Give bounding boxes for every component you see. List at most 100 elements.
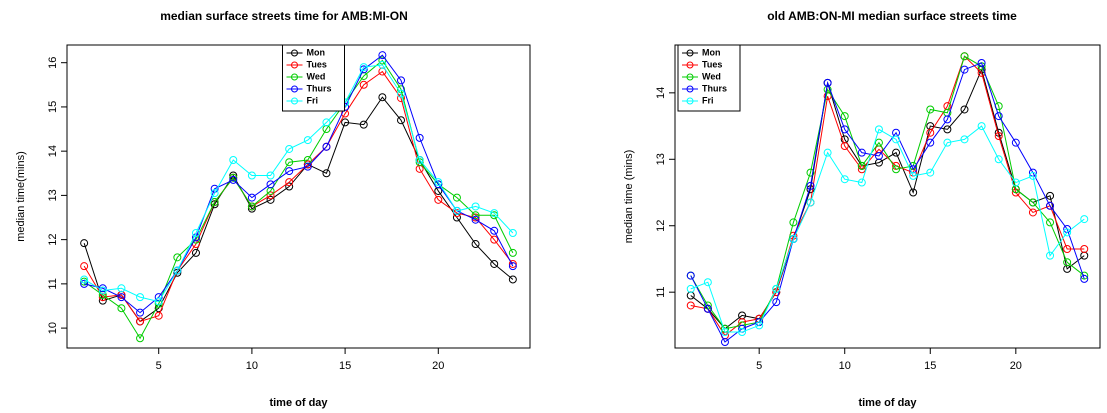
x-axis-label: time of day xyxy=(858,397,917,409)
y-tick-label: 13 xyxy=(47,189,59,201)
point xyxy=(359,80,368,89)
panel: old AMB:ON-MI median surface streets tim… xyxy=(623,9,1101,409)
point xyxy=(452,193,461,202)
legend-symbol xyxy=(291,49,298,57)
point xyxy=(229,173,238,182)
y-tick-label: 15 xyxy=(47,101,59,113)
chart-title: old AMB:ON-MI median surface streets tim… xyxy=(767,9,1017,23)
point xyxy=(98,286,107,295)
point xyxy=(943,125,952,134)
point xyxy=(508,275,517,284)
x-tick-label: 5 xyxy=(756,360,762,372)
y-axis-label: median time (mins) xyxy=(623,150,635,244)
point xyxy=(857,148,866,157)
x-tick-label: 5 xyxy=(156,360,162,372)
point xyxy=(322,142,331,151)
x-tick-label: 20 xyxy=(432,360,444,372)
legend-label: Wed xyxy=(702,71,721,81)
point xyxy=(720,328,729,337)
legend-symbol xyxy=(686,85,694,93)
point xyxy=(508,228,517,237)
x-axis-label: time of day xyxy=(269,397,328,409)
point xyxy=(397,85,406,94)
legend-label: Fri xyxy=(702,95,714,105)
point xyxy=(686,271,695,280)
point xyxy=(857,178,866,187)
point xyxy=(1046,218,1055,227)
point xyxy=(285,178,294,187)
point xyxy=(191,228,200,237)
point xyxy=(173,266,182,275)
point xyxy=(1080,274,1089,283)
point xyxy=(341,118,350,127)
point xyxy=(1046,201,1055,210)
y-tick-label: 11 xyxy=(655,286,667,297)
point xyxy=(210,189,219,198)
point xyxy=(229,171,238,180)
point xyxy=(285,158,294,167)
point xyxy=(926,168,935,177)
y-tick-label: 14 xyxy=(47,145,59,157)
point xyxy=(173,253,182,262)
point xyxy=(229,156,238,165)
point xyxy=(1063,228,1072,237)
point xyxy=(960,135,969,144)
point xyxy=(490,226,499,235)
point xyxy=(806,181,815,190)
point xyxy=(490,211,499,220)
point xyxy=(117,293,126,302)
point xyxy=(80,279,89,288)
point xyxy=(247,202,256,211)
point xyxy=(977,122,986,131)
y-axis-label: median time(mins) xyxy=(15,151,27,241)
point xyxy=(434,180,443,189)
legend-symbol xyxy=(291,61,298,69)
y-tick-label: 12 xyxy=(655,220,667,232)
y-tick-label: 16 xyxy=(47,57,59,69)
point xyxy=(266,195,275,204)
point xyxy=(874,125,883,134)
panel: median surface streets time for AMB:MI-O… xyxy=(15,9,531,409)
point xyxy=(909,171,918,180)
x-tick-label: 10 xyxy=(839,360,851,372)
point xyxy=(1011,138,1020,147)
y-tick-label: 11 xyxy=(47,278,59,289)
point xyxy=(686,301,695,310)
series-line xyxy=(690,55,1085,337)
point xyxy=(823,148,832,157)
legend-symbol xyxy=(686,73,694,81)
point xyxy=(434,195,443,204)
point xyxy=(789,235,798,244)
point xyxy=(772,298,781,307)
point xyxy=(789,218,798,227)
series-line xyxy=(690,68,1085,330)
point xyxy=(471,211,480,220)
point xyxy=(1046,191,1055,200)
legend-symbol xyxy=(686,49,694,57)
point xyxy=(823,78,832,87)
point xyxy=(210,200,219,209)
point xyxy=(926,138,935,147)
legend-label: Mon xyxy=(702,47,721,57)
point xyxy=(977,58,986,67)
point xyxy=(1080,215,1089,224)
point xyxy=(1063,244,1072,253)
point xyxy=(136,308,145,317)
point xyxy=(508,248,517,257)
point xyxy=(720,338,729,347)
plot-box xyxy=(674,44,1101,349)
point xyxy=(266,191,275,200)
point xyxy=(508,259,517,268)
point xyxy=(359,63,368,72)
point xyxy=(960,65,969,74)
point xyxy=(117,304,126,313)
point xyxy=(471,240,480,249)
point xyxy=(154,297,163,306)
point xyxy=(80,275,89,284)
point xyxy=(840,142,849,150)
legend-label: Thurs xyxy=(702,83,727,93)
point xyxy=(210,198,219,207)
point xyxy=(772,284,781,293)
legend-label: Tues xyxy=(307,59,327,69)
